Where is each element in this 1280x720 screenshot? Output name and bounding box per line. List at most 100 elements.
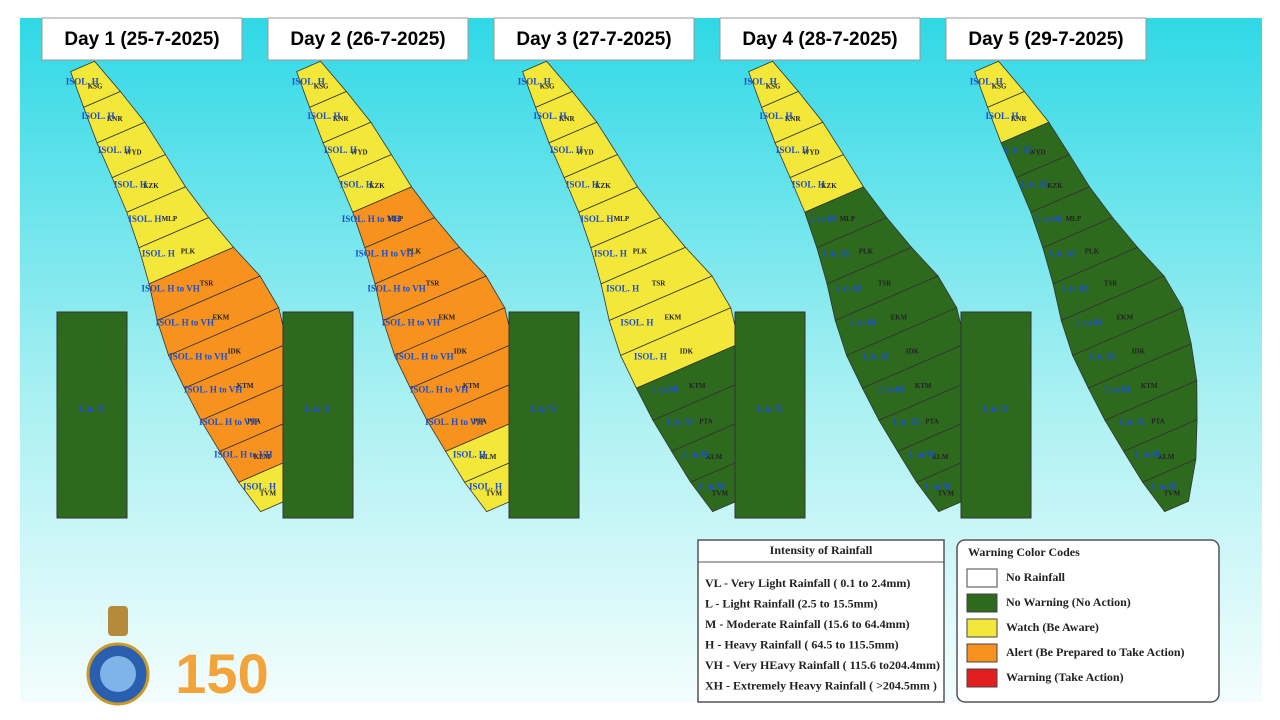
district-code: EKM	[212, 314, 229, 322]
district-code: MLP	[1066, 215, 1082, 223]
district-code: TSR	[200, 280, 215, 288]
color-swatch	[966, 593, 998, 613]
district-code: TVM	[712, 490, 729, 498]
district-code: TSR	[652, 280, 667, 288]
district-warning: ISOL. H	[970, 76, 1003, 86]
island-box	[56, 311, 128, 519]
district-code: KNR	[333, 115, 350, 123]
day-title: Day 2 (26-7-2025)	[290, 29, 445, 50]
district-code: KNR	[1011, 115, 1028, 123]
color-label: Warning (Take Action)	[1006, 670, 1124, 684]
district-warning: ISOL. H to VH	[169, 351, 227, 361]
district-warning: L to M	[667, 417, 694, 427]
district-code: KZK	[143, 182, 159, 190]
district-warning: L to M	[652, 385, 679, 395]
district-code: PLK	[1085, 247, 1100, 255]
district-warning: L to M	[1119, 417, 1146, 427]
district-code: TVM	[486, 490, 503, 498]
district-warning: L to M	[1021, 179, 1048, 189]
district-code: KTM	[1141, 382, 1158, 390]
district-code: IDK	[454, 347, 468, 355]
color-swatch	[966, 568, 998, 588]
intensity-item: L - Light Rainfall (2.5 to 15.5mm)	[705, 596, 878, 610]
district-code: KSG	[88, 82, 103, 90]
day-title-box	[945, 17, 1147, 61]
district-code: KTM	[237, 382, 254, 390]
district-warning: ISOL. H to VH	[342, 214, 400, 224]
district-warning: ISOL. H to VH	[382, 318, 440, 328]
legend-box	[697, 539, 945, 703]
district-warning: ISOL. H	[518, 76, 551, 86]
codes-legend: Warning Color Codes No Rainfall No Warnin…	[956, 539, 1220, 703]
district-warning: ISOL. H	[243, 482, 276, 492]
district-code: PTA	[925, 418, 938, 426]
district-code: TSR	[878, 280, 893, 288]
district-warning: ISOL. H	[566, 179, 599, 189]
district-warning: ISOL. H to VH	[395, 351, 453, 361]
island-box	[734, 311, 806, 519]
district-warning: L to M	[1104, 385, 1131, 395]
district-code: KTM	[689, 382, 706, 390]
district-warning: L to M	[878, 385, 905, 395]
day-title: Day 1 (25-7-2025)	[64, 29, 219, 50]
district-code: IDK	[680, 347, 694, 355]
district-warning: ISOL. H	[142, 249, 175, 259]
intensity-item: VL - Very Light Rainfall ( 0.1 to 2.4mm)	[705, 576, 910, 590]
island-warning: L to M	[531, 404, 558, 414]
district-code: TSR	[426, 280, 441, 288]
district-code: KSG	[766, 82, 781, 90]
district-code: MLP	[840, 215, 856, 223]
island-warning: L to M	[305, 404, 332, 414]
color-label: Alert (Be Prepared to Take Action)	[1006, 645, 1185, 659]
district-code: IDK	[1132, 347, 1146, 355]
district-warning: L to M	[823, 249, 850, 259]
district-code: MLP	[162, 215, 178, 223]
island-warning: L to M	[757, 404, 784, 414]
district-code: KSG	[540, 82, 555, 90]
district-warning: ISOL. H	[66, 76, 99, 86]
district-code: EKM	[890, 314, 907, 322]
district-warning: ISOL. H to VH	[214, 450, 272, 460]
color-swatch	[966, 643, 998, 663]
district-code: TSR	[1104, 280, 1119, 288]
district-warning: L to M	[836, 284, 863, 294]
district-code: TVM	[938, 490, 955, 498]
district-warning: L to M	[863, 351, 890, 361]
district-code: TVM	[260, 490, 277, 498]
district-code: KNR	[107, 115, 124, 123]
island-box	[282, 311, 354, 519]
day-title-box	[719, 17, 921, 61]
district-warning: ISOL. H	[606, 284, 639, 294]
color-label: No Rainfall	[1006, 570, 1066, 584]
district-code: WYD	[124, 149, 141, 157]
day-title-box	[267, 17, 469, 61]
district-code: EKM	[1116, 314, 1133, 322]
district-warning: ISOL. H	[128, 214, 161, 224]
district-warning: ISOL. H to VH	[141, 284, 199, 294]
island-warning: L to M	[79, 404, 106, 414]
color-swatch	[966, 668, 998, 688]
district-code: KNR	[785, 115, 802, 123]
island-box	[508, 311, 580, 519]
district-code: KZK	[821, 182, 837, 190]
district-code: PLK	[407, 247, 422, 255]
intensity-item: H - Heavy Rainfall ( 64.5 to 115.5mm)	[705, 637, 899, 651]
district-code: PTA	[247, 418, 260, 426]
district-warning: L to M	[682, 450, 709, 460]
legend-title: Intensity of Rainfall	[770, 543, 873, 557]
district-warning: ISOL. H	[620, 318, 653, 328]
district-code: TVM	[1164, 490, 1181, 498]
district-code: WYD	[576, 149, 593, 157]
imd-logo-inner	[100, 656, 136, 692]
island-box	[960, 311, 1032, 519]
district-warning: ISOL. H to VH	[199, 417, 257, 427]
district-code: PLK	[859, 247, 874, 255]
district-code: EKM	[438, 314, 455, 322]
district-warning: ISOL. H to VH	[156, 318, 214, 328]
district-warning: ISOL. H	[550, 145, 583, 155]
